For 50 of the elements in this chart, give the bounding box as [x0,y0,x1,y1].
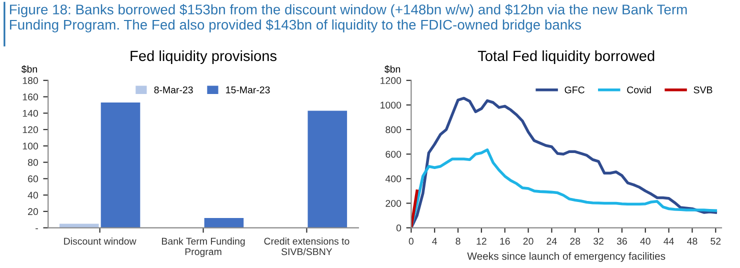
x-tick-label: 20 [523,238,534,245]
y-axis-title: $bn [21,65,37,74]
y-tick-label: - [36,228,38,230]
x-tick-label: 12 [476,238,486,245]
y-tick-label: 140 [22,110,38,117]
legend-label: SVB [694,86,712,94]
x-tick-label: 24 [546,238,557,245]
x-tick-label: Credit extensions to SIVB/SBNY [264,238,350,256]
x-tick-label: 16 [500,238,510,245]
x-tick-label: Discount window [64,238,136,245]
x-tick-label: 40 [640,238,650,245]
x-tick-label: 28 [570,238,580,245]
y-axis-title: $bn [384,65,400,74]
chart-title: Fed liquidity provisions [130,50,276,64]
x-tick-label: Bank Term Funding Program [162,238,245,258]
y-tick-label: 1200 [380,77,402,84]
y-tick-label: 80 [28,159,38,166]
y-tick-label: 200 [386,200,402,207]
legend-label: 15-Mar-23 [226,86,270,94]
x-tick-label: 8 [456,238,460,245]
y-tick-label: 400 [385,175,402,182]
x-tick-label: 48 [687,238,698,245]
y-tick-label: 1000 [380,102,402,109]
x-tick-label: 52 [710,238,721,245]
y-tick-label: 20 [28,208,38,216]
x-tick-label: 36 [616,238,627,245]
y-tick-label: 180 [22,77,38,84]
y-tick-label: 40 [28,192,38,199]
x-tick-label: 44 [664,238,674,245]
x-axis-title: Weeks since launch of emergency facilities [467,252,666,262]
chart-title: Total Fed liquidity borrowed [478,50,654,64]
bar [308,110,348,228]
x-tick-label: 32 [594,238,604,245]
y-tick-label: 0 [396,224,402,232]
x-tick-label: 4 [432,238,438,245]
legend-label: GFC [564,86,584,94]
legend-label: Covid [627,86,651,94]
y-tick-label: 60 [28,175,38,182]
line-series [411,148,718,228]
line-series [411,96,718,228]
y-tick-label: 120 [22,126,38,134]
legend-label: 8-Mar-23 [154,86,193,94]
y-tick-label: 800 [386,126,402,134]
y-tick-label: 600 [386,150,402,158]
caption: Figure 18: Banks borrowed $153bn from the discount window (+148bn w/w) and $12bn via the new Bank Term Funding Program. The Fed also provided $143bn of liquidity to the FDIC-owned bridge banks [10,4,687,32]
bar [204,218,244,228]
bar [100,102,140,228]
y-tick-label: 160 [22,94,38,100]
y-tick-label: 100 [22,142,38,150]
x-tick-label: 0 [408,238,414,245]
